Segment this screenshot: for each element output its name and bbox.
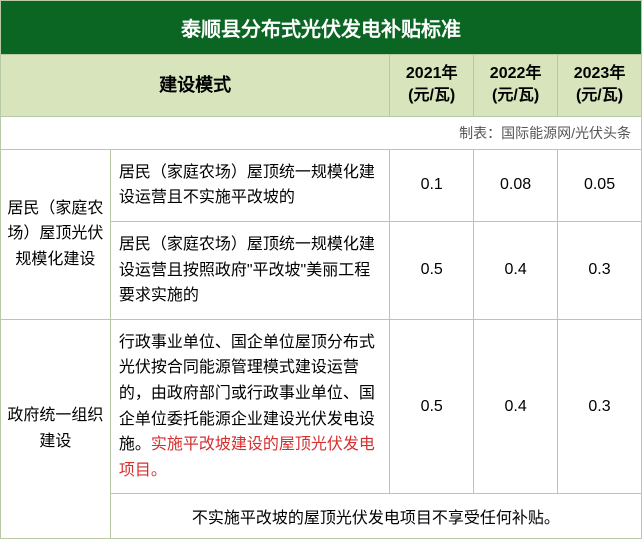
table-title: 泰顺县分布式光伏发电补贴标准 [1,1,642,55]
source-credit: 制表：国际能源网/光伏头条 [1,116,642,149]
cat2-row1-2022: 0.4 [474,319,558,494]
cat1-row1-desc: 居民（家庭农场）屋顶统一规模化建设运营且不实施平改坡的 [110,149,389,221]
cat1-row2-2021: 0.5 [390,221,474,319]
header-mode: 建设模式 [1,55,390,117]
cat2-row1-2021: 0.5 [390,319,474,494]
cat2-row1-2023: 0.3 [558,319,642,494]
cat2-row1-desc: 行政事业单位、国企单位屋顶分布式光伏按合同能源管理模式建设运营的，由政府部门或行… [110,319,389,494]
cat1-row1-2022: 0.08 [474,149,558,221]
category-1-name: 居民（家庭农场）屋顶光伏规模化建设 [1,149,111,319]
cat1-row2-2022: 0.4 [474,221,558,319]
category-2-name: 政府统一组织建设 [1,319,111,539]
subsidy-table: 泰顺县分布式光伏发电补贴标准 建设模式 2021年(元/瓦) 2022年(元/瓦… [0,0,642,539]
cat1-row2-2023: 0.3 [558,221,642,319]
header-2022: 2022年(元/瓦) [474,55,558,117]
cat2-desc-red: 实施平改坡建设的屋顶光伏发电项目。 [119,436,375,479]
cat1-row1-2021: 0.1 [390,149,474,221]
header-2021: 2021年(元/瓦) [390,55,474,117]
cat2-note: 不实施平改坡的屋顶光伏发电项目不享受任何补贴。 [110,494,641,539]
cat1-row2-desc: 居民（家庭农场）屋顶统一规模化建设运营且按照政府"平改坡"美丽工程要求实施的 [110,221,389,319]
header-2023: 2023年(元/瓦) [558,55,642,117]
cat1-row1-2023: 0.05 [558,149,642,221]
